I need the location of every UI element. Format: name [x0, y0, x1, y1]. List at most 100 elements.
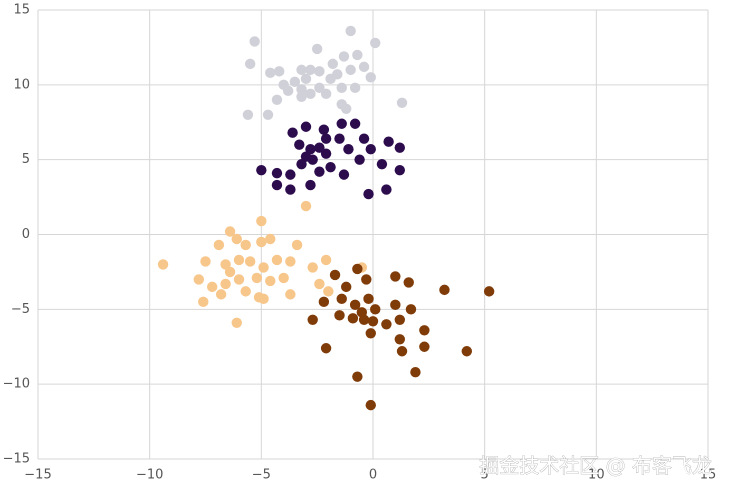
point	[352, 263, 363, 275]
point	[325, 161, 336, 173]
point	[314, 278, 325, 290]
point	[341, 103, 352, 114]
x-tick-label: 0	[369, 468, 377, 483]
point	[213, 239, 225, 251]
point	[338, 51, 350, 62]
point	[215, 289, 227, 300]
point	[296, 64, 307, 76]
point	[240, 239, 251, 251]
point	[296, 91, 307, 103]
point	[271, 94, 283, 106]
point	[240, 286, 251, 297]
y-tick-label: −5	[11, 302, 30, 317]
point	[461, 346, 472, 357]
point	[278, 272, 289, 284]
point	[307, 314, 318, 326]
point	[320, 133, 332, 144]
point	[262, 109, 274, 120]
point	[291, 239, 303, 251]
point	[244, 256, 256, 267]
point	[207, 281, 218, 293]
point	[343, 143, 354, 155]
point	[349, 118, 361, 129]
point	[258, 293, 269, 305]
point	[271, 179, 283, 191]
y-tick-label: 15	[13, 3, 30, 18]
point	[251, 272, 263, 284]
point	[376, 158, 388, 170]
x-tick-label: 15	[700, 468, 717, 483]
point	[318, 296, 330, 308]
point	[231, 317, 242, 329]
point	[358, 61, 370, 73]
point	[305, 88, 316, 100]
point	[363, 188, 374, 200]
watermark: 掘金技术社区 @ 布客飞龙	[479, 454, 712, 478]
point	[336, 293, 347, 305]
point	[345, 25, 356, 37]
point	[265, 67, 276, 79]
point	[341, 281, 352, 293]
point	[394, 314, 405, 326]
point	[394, 142, 405, 153]
point	[274, 66, 285, 77]
y-tick-label: 5	[22, 152, 30, 167]
point	[271, 254, 283, 266]
point	[365, 399, 376, 411]
point	[363, 293, 374, 305]
point	[224, 226, 236, 237]
point	[334, 133, 345, 144]
point	[305, 64, 316, 76]
point	[352, 49, 363, 61]
point	[314, 66, 325, 77]
point	[289, 76, 301, 88]
point	[285, 289, 296, 300]
point	[300, 121, 312, 132]
point	[336, 82, 347, 94]
point	[193, 274, 204, 285]
point	[381, 184, 392, 195]
point	[307, 262, 318, 273]
point	[200, 256, 211, 267]
point	[390, 299, 401, 311]
x-tick-label: 10	[588, 468, 605, 483]
point	[244, 58, 256, 70]
point	[329, 269, 341, 281]
point	[394, 164, 405, 176]
point	[300, 200, 312, 212]
point	[231, 233, 242, 245]
point	[390, 271, 401, 282]
y-tick-label: −15	[3, 452, 30, 467]
point	[356, 307, 368, 318]
point	[285, 184, 296, 195]
point	[483, 286, 495, 297]
point	[285, 256, 296, 267]
point	[224, 266, 236, 278]
point	[334, 310, 345, 321]
point	[294, 139, 305, 150]
point	[336, 118, 347, 129]
point	[265, 233, 276, 245]
point	[278, 79, 289, 91]
point	[349, 299, 361, 311]
point	[347, 313, 359, 324]
point	[198, 296, 209, 308]
point	[327, 58, 338, 70]
point	[296, 158, 307, 170]
point	[314, 82, 325, 94]
point	[258, 262, 269, 273]
point	[396, 97, 408, 108]
point	[157, 259, 169, 270]
point	[320, 254, 332, 266]
point	[370, 304, 381, 315]
x-tick-label: 5	[481, 468, 489, 483]
point	[300, 73, 312, 85]
point	[396, 346, 408, 357]
point	[354, 154, 365, 165]
point	[405, 304, 417, 315]
point	[287, 127, 298, 138]
point	[256, 164, 267, 176]
x-tick-label: −10	[136, 468, 163, 483]
point	[365, 72, 376, 83]
point	[242, 109, 254, 120]
